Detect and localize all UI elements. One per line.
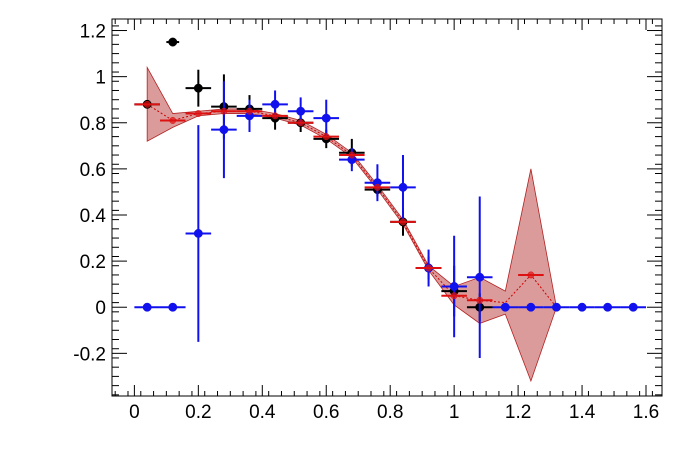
data-point (603, 302, 613, 312)
y-tick-label: 0 (95, 298, 106, 319)
data-series (134, 37, 647, 358)
data-point (193, 83, 203, 93)
x-tick-label: 1 (449, 402, 460, 423)
data-point (527, 271, 535, 279)
data-point (500, 302, 510, 312)
data-point (399, 218, 407, 226)
data-point (348, 151, 356, 159)
data-point (142, 302, 152, 312)
x-tick-label: 0.2 (185, 402, 211, 423)
data-point (449, 282, 459, 291)
data-point (373, 183, 381, 191)
x-tick-label: 1.4 (569, 402, 596, 423)
plot-frame (111, 18, 663, 397)
axes: 0 0.2 0.4 0.6 0.8 1 1.2 1.4 1.6 -0.2 0 0.2 0.4 0.6 0.8… (73, 19, 662, 423)
data-point (450, 292, 458, 300)
data-point (219, 125, 229, 135)
y-tick-label: 0.4 (80, 206, 107, 227)
x-tick-label: 0 (129, 402, 140, 423)
x-tick-label: 0.6 (313, 402, 339, 423)
data-point (168, 302, 178, 312)
band-center-line (146, 103, 557, 308)
y-tick-label: 0.8 (80, 114, 106, 135)
data-point (476, 296, 484, 304)
x-tick-label: 0.4 (249, 402, 276, 423)
data-point (577, 302, 587, 312)
data-point (220, 107, 228, 115)
y-tick-label: -0.2 (73, 344, 106, 365)
data-point (321, 113, 331, 123)
data-point (296, 106, 306, 116)
data-point (322, 133, 330, 141)
data-point (425, 264, 433, 272)
x-tick-label: 1.6 (633, 402, 659, 423)
series-1 (134, 81, 647, 358)
data-point (398, 182, 408, 192)
data-point (297, 119, 305, 127)
data-point (193, 228, 203, 238)
y-tick-label: 1.2 (80, 22, 106, 43)
data-point (143, 100, 151, 108)
data-point (526, 302, 536, 312)
data-point (271, 112, 279, 120)
data-point (552, 302, 561, 312)
y-tick-label: 0.6 (80, 160, 106, 181)
y-tick-label: 1 (95, 68, 106, 89)
data-point (194, 110, 202, 117)
y-tick-label: 0.2 (80, 252, 106, 273)
data-point (169, 117, 177, 124)
data-point (628, 302, 638, 312)
data-point (270, 99, 280, 109)
data-point (475, 272, 485, 282)
x-tick-label: 1.2 (505, 402, 531, 423)
data-point (168, 37, 178, 47)
data-point (246, 107, 253, 115)
series-2 (134, 100, 544, 304)
x-tick-label: 0.8 (377, 402, 403, 423)
